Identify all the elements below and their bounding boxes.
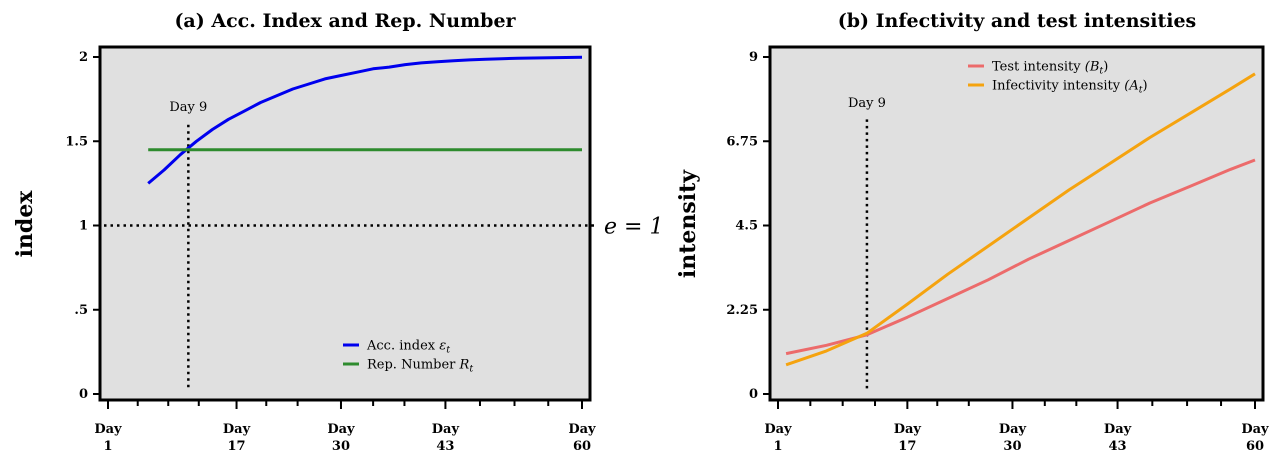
legend-math: R: [459, 358, 470, 373]
panel-a-accumulation-index: (a) Acc. Index and Rep. Number index 0 .5 1 1…: [12, 10, 663, 454]
series-line-1: [785, 72, 1256, 367]
x-tick-label-number: 1: [103, 439, 112, 454]
legend-subscript: t: [469, 364, 473, 375]
panel-b-intensities: (b) Infectivity and test intensities inte…: [675, 10, 1269, 454]
legend-entry-1: Rep. Number Rt: [367, 358, 473, 375]
legend-entry-0: Acc. index εt: [366, 339, 450, 356]
x-tick-label-day: Day: [1104, 422, 1132, 437]
legend-name: Rep. Number: [367, 358, 456, 373]
legend-math: (B: [1085, 60, 1100, 75]
legend-math: ε: [439, 339, 446, 354]
legend-subscript: t: [1099, 66, 1103, 77]
legend-tail: ): [1143, 79, 1148, 94]
chart-title: (b) Infectivity and test intensities: [838, 10, 1196, 32]
y-tick-label: 0: [79, 387, 88, 402]
x-tick-label-number: 30: [1003, 439, 1021, 454]
x-tick-label-day: Day: [432, 422, 460, 437]
x-tick-label-number: 43: [1109, 439, 1127, 454]
plot-area: [768, 45, 1265, 402]
y-tick-label: 1.5: [65, 134, 88, 149]
x-tick-label-number: 30: [332, 439, 350, 454]
legend-name: Test intensity: [992, 60, 1081, 75]
series-line-0: [147, 55, 583, 185]
chart-title: (a) Acc. Index and Rep. Number: [174, 10, 516, 32]
y-tick-label: 0: [749, 387, 758, 402]
legend-subscript: t: [446, 345, 450, 356]
x-tick-label-day: Day: [999, 422, 1027, 437]
y-tick-label: 2: [79, 50, 88, 65]
y-tick-label: 4.5: [735, 219, 758, 234]
day-9-label: Day 9: [169, 100, 207, 115]
x-tick-label-day: Day: [94, 422, 122, 437]
x-tick-label-number: 43: [436, 439, 454, 454]
threshold-label: e = 1: [604, 215, 663, 240]
y-tick-label: 2.25: [726, 303, 758, 318]
y-tick-label: 6.75: [726, 134, 758, 149]
legend-entry-0: Test intensity (Bt): [992, 60, 1108, 77]
x-tick-label-number: 60: [573, 439, 591, 454]
x-tick-label-day: Day: [327, 422, 355, 437]
x-tick-label-day: Day: [223, 422, 251, 437]
legend-name: Infectivity intensity: [992, 79, 1121, 94]
legend-tail: ): [1103, 60, 1108, 75]
y-tick-label: 1: [79, 219, 88, 234]
day-9-label: Day 9: [848, 96, 886, 111]
x-tick-label-number: 17: [227, 439, 245, 454]
plot-area: [98, 45, 592, 402]
x-tick-label-day: Day: [568, 422, 596, 437]
x-tick-label-number: 1: [773, 439, 782, 454]
x-tick-label-day: Day: [764, 422, 792, 437]
x-tick-label-number: 17: [898, 439, 916, 454]
y-axis-label: intensity: [675, 169, 701, 278]
legend-entry-1: Infectivity intensity (At): [992, 79, 1148, 96]
y-tick-label: .5: [74, 303, 88, 318]
x-tick-label-number: 60: [1246, 439, 1264, 454]
legend-math: (A: [1124, 79, 1138, 94]
y-tick-label: 9: [749, 50, 758, 65]
y-axis-label: index: [12, 190, 38, 258]
x-tick-label-day: Day: [894, 422, 922, 437]
x-tick-label-day: Day: [1241, 422, 1269, 437]
legend-name: Acc. index: [366, 339, 436, 354]
legend-subscript: t: [1139, 85, 1143, 96]
